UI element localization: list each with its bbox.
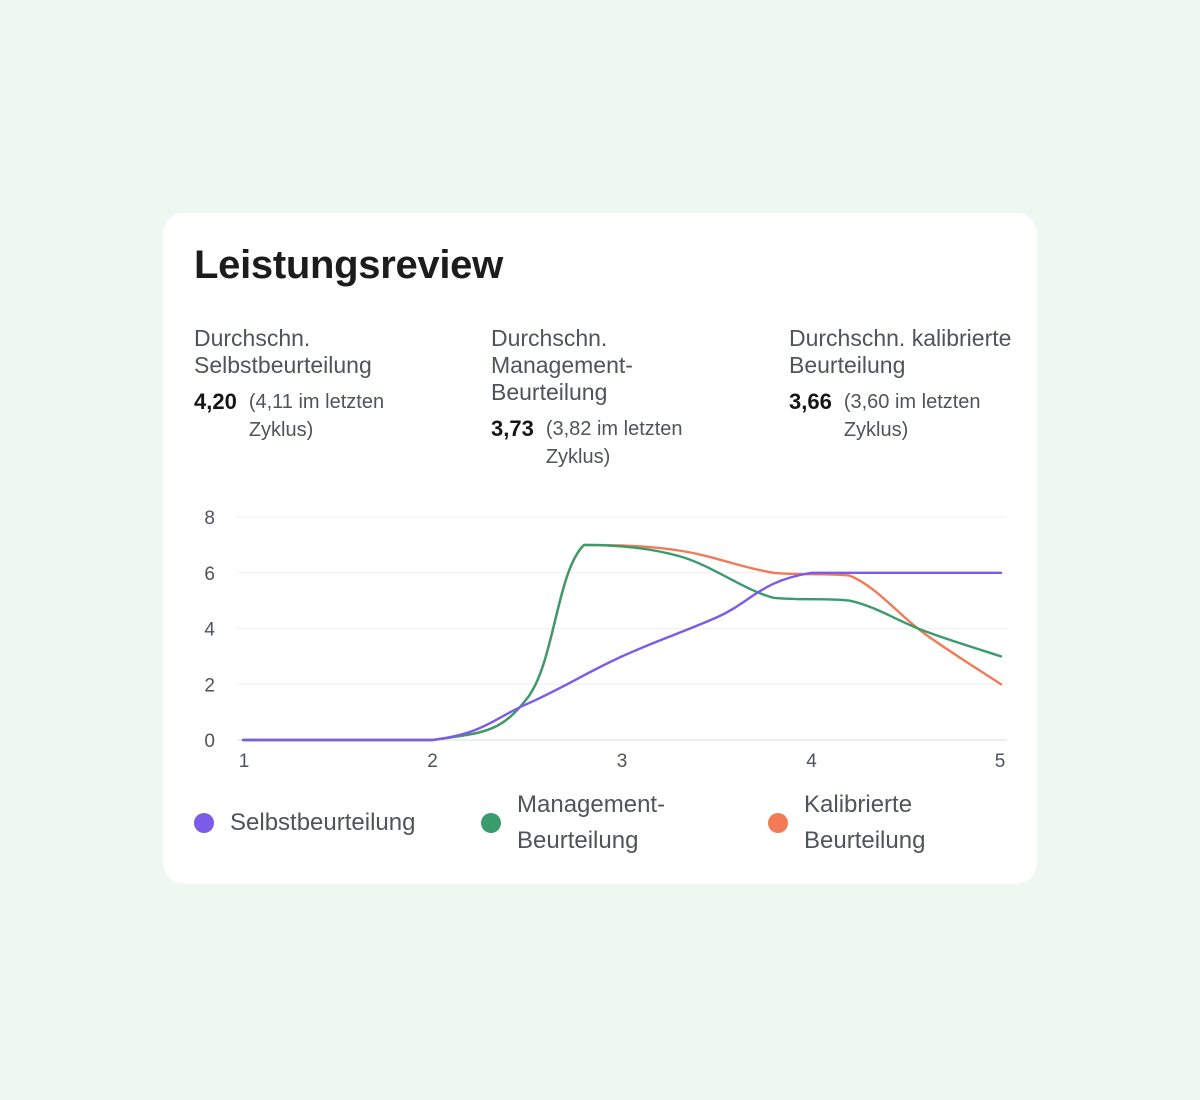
kpi-value: 3,66	[789, 389, 832, 414]
x-tick-label: 3	[617, 751, 628, 772]
kpi-previous: (3,60 im letzten Zyklus)	[843, 391, 981, 441]
y-tick-label: 4	[204, 620, 215, 641]
kpi-self-assessment: Durchschn. Selbstbeurteilung 4,20 (4,11 …	[194, 325, 434, 444]
series-line-calibrated	[241, 543, 1003, 742]
x-tick-label: 5	[995, 751, 1006, 772]
kpi-label: Durchschn. Management-Beurteilung	[491, 325, 633, 405]
legend-swatch	[768, 813, 788, 833]
performance-review-card: Leistungsreview Durchschn. Selbstbeurtei…	[163, 213, 1037, 884]
series-line-self	[241, 571, 1003, 742]
kpi-previous: (3,82 im letzten Zyklus)	[545, 418, 683, 468]
kpi-value: 4,20	[194, 389, 237, 414]
x-tick-label: 2	[427, 751, 438, 772]
kpi-calibrated-assessment: Durchschn. kalibrierte Beurteilung 3,66 …	[789, 325, 1029, 444]
legend-item-self[interactable]: Selbstbeurteilung	[194, 805, 450, 841]
kpi-management-assessment: Durchschn. Management-Beurteilung 3,73 (…	[491, 325, 731, 471]
kpi-value: 3,73	[491, 416, 534, 441]
legend-item-management[interactable]: Management-Beurteilung	[481, 787, 697, 859]
legend-swatch	[481, 813, 501, 833]
y-tick-label: 0	[204, 731, 215, 752]
y-tick-label: 8	[204, 508, 215, 529]
y-tick-label: 2	[204, 675, 215, 696]
legend-label: Selbstbeurteilung	[230, 809, 416, 836]
card-title: Leistungsreview	[194, 243, 503, 287]
y-tick-label: 6	[204, 564, 215, 585]
kpi-label: Durchschn. kalibrierte Beurteilung	[789, 325, 1012, 378]
kpi-label: Durchschn. Selbstbeurteilung	[194, 325, 372, 378]
chart-legend: Selbstbeurteilung Management-Beurteilung…	[163, 787, 1037, 867]
x-tick-label: 4	[806, 751, 817, 772]
series-line-management	[241, 543, 1003, 742]
legend-swatch	[194, 813, 214, 833]
legend-label: Management-Beurteilung	[517, 791, 666, 854]
kpi-previous: (4,11 im letzten Zyklus)	[248, 391, 385, 441]
legend-item-calibrated[interactable]: Kalibrierte Beurteilung	[768, 787, 954, 859]
x-tick-label: 1	[239, 751, 250, 772]
legend-label: Kalibrierte Beurteilung	[804, 791, 926, 854]
line-chart: 0 2 4 6 8 1 2 3 4 5	[204, 508, 1007, 772]
